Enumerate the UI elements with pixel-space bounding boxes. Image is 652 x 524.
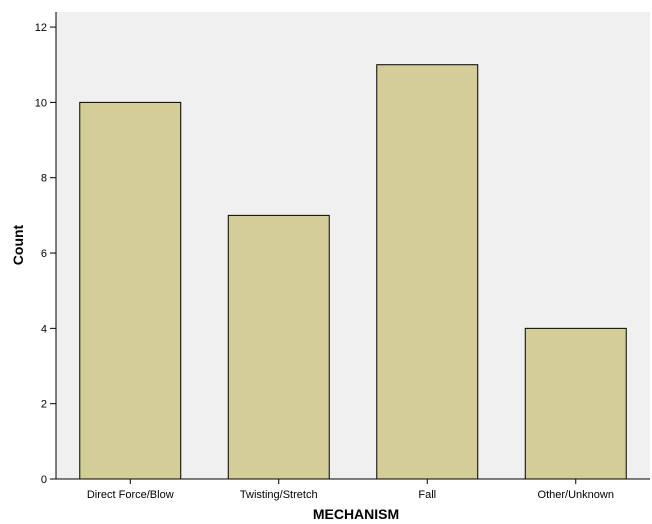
bars-group: [79, 64, 627, 480]
x-axis-ticks: Direct Force/Blow Twisting/Stretch Fall Oth…: [87, 479, 614, 501]
y-tick-label: 2: [41, 399, 47, 411]
y-tick-label: 6: [41, 248, 47, 260]
x-tick-label: Fall: [418, 489, 436, 501]
x-tick-label: Other/Unknown: [538, 489, 614, 501]
y-tick-label: 12: [35, 22, 47, 34]
y-axis-ticks: 0 2 4 6 8 10 12: [35, 22, 56, 486]
y-tick-label: 0: [41, 474, 47, 486]
x-axis-title: MECHANISM: [313, 506, 399, 522]
bar-fall: [376, 64, 479, 480]
y-tick-label: 4: [41, 323, 47, 335]
y-axis-title: Count: [10, 224, 26, 265]
x-tick-label: Direct Force/Blow: [87, 489, 174, 501]
bar-direct-force-blow: [79, 101, 182, 480]
y-tick-label: 10: [35, 97, 47, 109]
bar-other-unknown: [524, 327, 627, 480]
bar-twisting-stretch: [227, 214, 330, 480]
y-tick-label: 8: [41, 173, 47, 185]
x-tick-label: Twisting/Stretch: [240, 489, 318, 501]
